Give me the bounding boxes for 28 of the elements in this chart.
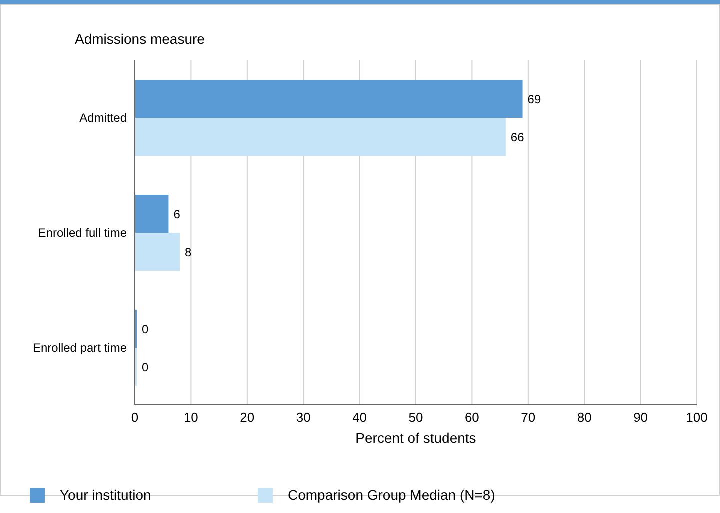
x-tick-label: 70 [521,410,536,426]
x-tick-label: 100 [686,410,708,426]
data-label: 8 [184,245,192,260]
bar [135,233,180,271]
x-tick-label: 0 [131,410,139,426]
y-tick-label: Admitted [80,110,127,125]
data-label: 66 [510,130,525,144]
x-tick-label: 60 [464,410,480,426]
data-label: 0 [142,360,149,374]
x-tick-label: 40 [352,410,368,426]
x-tick-label: 90 [634,410,648,426]
data-label: 6 [174,207,181,222]
y-tick-label: Enrolled full time [38,226,128,240]
data-label: 0 [142,322,149,336]
legend-label: Your institution [60,487,152,503]
data-label: 69 [528,92,542,106]
x-axis-title: Percent of students [356,430,476,446]
x-tick-label: 50 [408,410,424,426]
x-tick-label: 80 [577,410,592,426]
x-tick-label: 10 [184,410,198,426]
bar [135,195,169,233]
x-tick-label: 20 [240,410,255,426]
legend-label: Comparison Group Median (N=8) [288,487,496,503]
x-tick-label: 30 [296,410,311,426]
y-axis-title: Admissions measure [75,31,205,47]
bar [135,80,523,118]
y-tick-label: Enrolled part time [32,340,128,355]
bar [135,118,506,156]
